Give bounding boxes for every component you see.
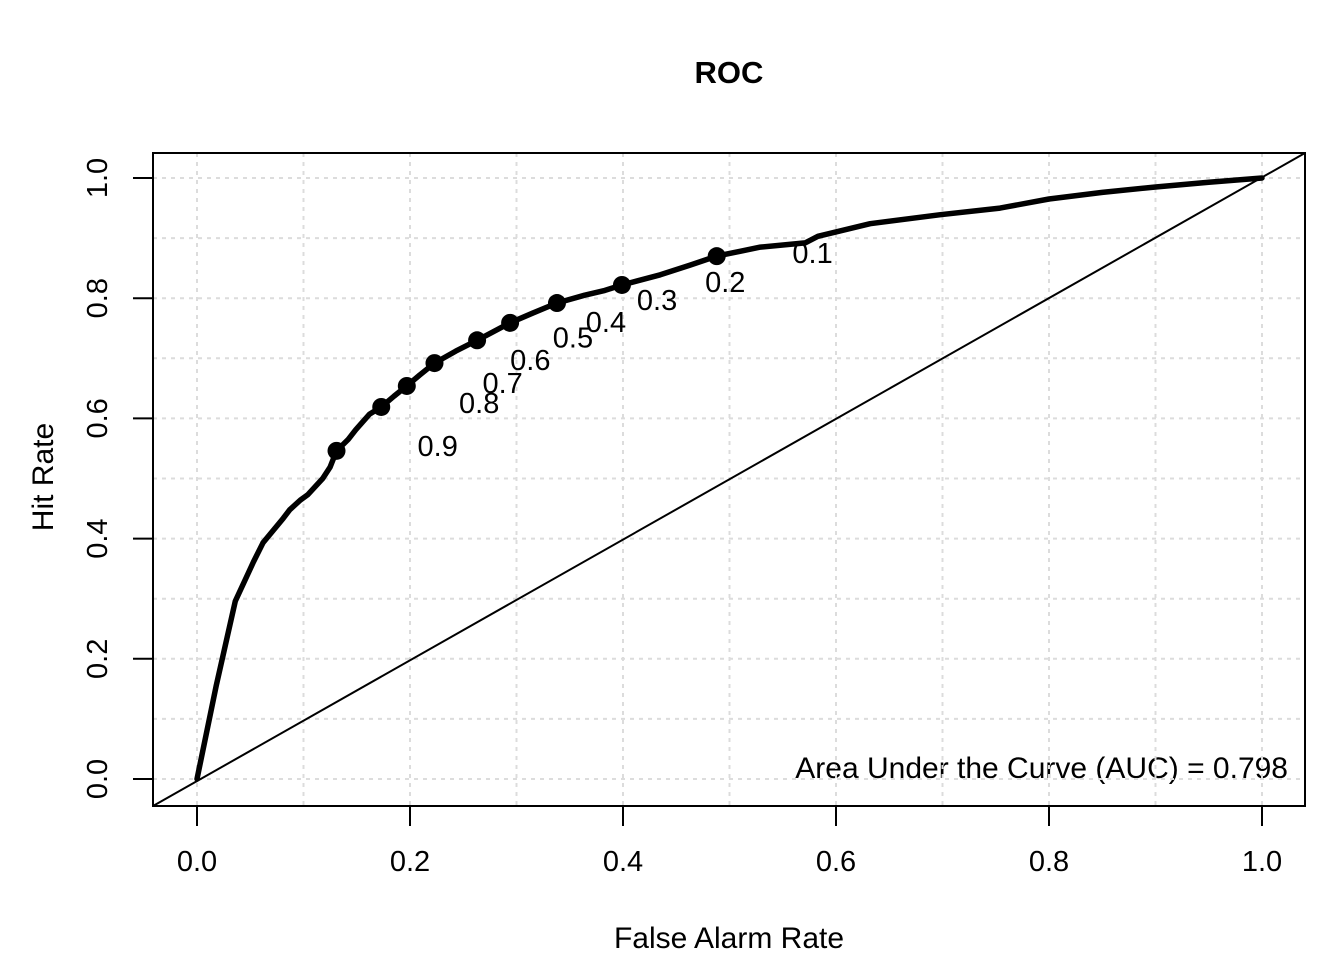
axis-ticks xyxy=(133,177,1263,826)
y-tick-labels: 0.0 0.2 0.4 0.6 0.8 1.0 xyxy=(82,158,114,799)
y-tick-label: 0.0 xyxy=(82,759,114,799)
cutoff-label: 0.3 xyxy=(637,285,677,317)
cutoff-point xyxy=(327,441,346,460)
cutoff-point xyxy=(547,294,566,313)
cutoff-label: 0.9 xyxy=(418,431,458,463)
y-tick-label: 1.0 xyxy=(82,158,114,198)
cutoff-points xyxy=(327,247,726,460)
x-tick-label: 1.0 xyxy=(1242,846,1282,878)
cutoff-label: 0.1 xyxy=(792,238,832,270)
chance-diagonal-line xyxy=(152,152,1306,807)
cutoff-label: 0.7 xyxy=(482,368,522,400)
x-tick-label: 0.0 xyxy=(177,846,217,878)
cutoff-point xyxy=(707,247,726,266)
cutoff-point xyxy=(612,275,631,294)
cutoff-label: 0.4 xyxy=(586,307,626,339)
y-tick-label: 0.6 xyxy=(82,398,114,438)
x-axis-label: False Alarm Rate xyxy=(613,922,845,955)
cutoff-labels: 0.1 0.2 0.3 0.40.50.60.70.80.9 xyxy=(418,238,833,463)
x-tick-labels: 0.0 0.2 0.4 0.6 0.8 1.0 xyxy=(177,846,1282,878)
cutoff-label: 0.8 xyxy=(459,388,499,420)
plot-box xyxy=(152,152,1306,807)
y-tick-label: 0.2 xyxy=(82,639,114,679)
gridlines xyxy=(153,153,1305,806)
chart-title: ROC xyxy=(694,55,764,90)
cutoff-point xyxy=(425,354,444,373)
x-tick-label: 0.2 xyxy=(390,846,430,878)
cutoff-point xyxy=(397,376,416,395)
cutoff-label: 0.6 xyxy=(510,345,550,377)
x-tick-label: 0.6 xyxy=(816,846,856,878)
auc-annotation: Area Under the Curve (AUC) = 0.798 xyxy=(795,752,1288,785)
x-tick-label: 0.4 xyxy=(603,846,643,878)
cutoff-point xyxy=(468,331,487,350)
cutoff-label: 0.5 xyxy=(553,322,593,354)
cutoff-point xyxy=(372,397,391,416)
x-tick-label: 0.8 xyxy=(1029,846,1069,878)
y-tick-label: 0.8 xyxy=(82,278,114,318)
y-tick-label: 0.4 xyxy=(82,518,114,558)
cutoff-label: 0.2 xyxy=(705,267,745,299)
cutoff-point xyxy=(501,313,520,332)
